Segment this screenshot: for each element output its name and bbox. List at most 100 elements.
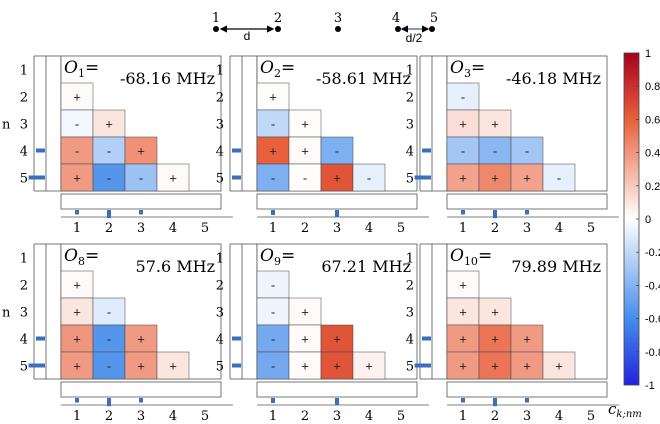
matrix-cell	[352, 163, 386, 192]
site-label-1: 1	[212, 11, 220, 26]
row-axis-label: n	[2, 306, 11, 321]
cell-sign: -	[107, 144, 111, 159]
col-tick-label: 5	[587, 221, 595, 236]
col-weight-bar	[335, 398, 339, 405]
cell-sign: -	[75, 117, 79, 132]
panel-6: 1 2 3 4 5 + + + + + + + + + + O10= 79.89 MHz 1 2 3 4 5 m	[406, 243, 619, 424]
col-tick-label: 2	[491, 221, 499, 236]
row-tick-label: 1	[216, 252, 224, 267]
row-tick-label: 4	[406, 333, 414, 348]
col-tick-label: 3	[523, 221, 531, 236]
col-weight-bar	[271, 398, 275, 403]
matrix-cell	[92, 351, 126, 380]
matrix-cell	[156, 351, 190, 380]
cell-sign: +	[269, 144, 277, 159]
matrix-cell	[156, 163, 190, 192]
cell-sign: +	[459, 359, 467, 374]
col-weight-bar	[493, 210, 497, 219]
col-tick-label: 2	[301, 409, 309, 424]
col-tick-label: 3	[137, 221, 145, 236]
row-tick-label: 2	[20, 91, 28, 106]
panel-title: O9=	[260, 246, 295, 268]
col-axis-label: m	[521, 420, 533, 424]
matrix-cell	[124, 324, 158, 353]
row-tick-label: 3	[20, 118, 28, 133]
row-weight-bar	[422, 148, 431, 153]
colorbar-tick-label: 1	[645, 48, 651, 60]
row-weight-strip	[431, 55, 448, 192]
panel-title: O1=	[64, 58, 99, 80]
matrix-cell	[256, 351, 290, 380]
cell-sign: -	[335, 144, 339, 159]
row-tick-label: 4	[406, 145, 414, 160]
col-weight-strip	[446, 381, 608, 398]
row-tick-label: 2	[406, 91, 414, 106]
col-tick-label: 3	[333, 221, 341, 236]
row-weight-bar	[232, 336, 241, 341]
cell-sign: +	[523, 359, 531, 374]
matrix-cell	[288, 136, 322, 165]
row-weight-strip	[431, 243, 448, 380]
row-tick-label: 1	[406, 252, 414, 267]
row-axis-label: n	[2, 118, 11, 133]
matrix-cell	[288, 163, 322, 192]
cell-sign: +	[73, 332, 81, 347]
col-tick-label: 3	[523, 409, 531, 424]
matrix-cell	[510, 351, 544, 380]
row-tick-label: 5	[216, 360, 224, 375]
colorbar: 1 0.8 0.6 0.4 0.2 0 -0.2 -0.4 -0.6 -0.8 -1ck;nm	[608, 48, 660, 420]
col-tick-label: 4	[169, 221, 177, 236]
row-tick-label: 5	[20, 360, 28, 375]
colorbar-tick-label: -1	[645, 380, 655, 392]
site-dot-1	[213, 26, 219, 32]
row-weight-bar	[36, 148, 45, 153]
row-tick-label: 3	[20, 306, 28, 321]
cell-sign: +	[459, 332, 467, 347]
panels-group: 1 2 3 4 5 n + - + - - + + - - + O1= -68.16 MHz 1 2 3 4 5 1 2 3 4 5 +…	[2, 55, 619, 424]
matrix-cell	[478, 163, 512, 192]
cell-sign: -	[493, 144, 497, 159]
panel-3: 1 2 3 4 5 - + + - - - + + + - O3= -46.18 MHz 1 2 3 4 5	[406, 55, 619, 236]
row-weight-strip	[45, 243, 62, 380]
col-tick-label: 2	[301, 221, 309, 236]
row-tick-label: 3	[216, 118, 224, 133]
cell-sign: +	[301, 305, 309, 320]
cell-sign: -	[557, 171, 561, 186]
row-tick-label: 2	[216, 279, 224, 294]
cell-sign: -	[461, 144, 465, 159]
row-tick-label: 1	[20, 252, 28, 267]
panel-value: -68.16 MHz	[120, 69, 215, 88]
site-dot-3	[335, 26, 341, 32]
matrix-cell	[510, 324, 544, 353]
spacing-label-d2: d/2	[406, 31, 423, 45]
row-weight-bar	[232, 363, 241, 368]
col-tick-label: 2	[105, 221, 113, 236]
col-weight-bar	[461, 398, 465, 403]
row-tick-label: 4	[20, 333, 28, 348]
cell-sign: -	[303, 171, 307, 186]
cell-sign: +	[137, 144, 145, 159]
cell-sign: +	[269, 90, 277, 105]
col-weight-strip	[446, 193, 608, 210]
cell-sign: -	[271, 278, 275, 293]
cell-sign: +	[459, 171, 467, 186]
row-weight-bar	[28, 175, 45, 180]
matrix-cell	[288, 324, 322, 353]
panel-value: -46.18 MHz	[506, 69, 601, 88]
col-tick-label: 2	[105, 409, 113, 424]
cell-sign: -	[271, 171, 275, 186]
cell-sign: +	[137, 332, 145, 347]
matrix-cell	[446, 297, 480, 326]
cell-sign: +	[459, 305, 467, 320]
cell-sign: +	[73, 359, 81, 374]
cell-sign: -	[107, 332, 111, 347]
col-tick-label: 5	[397, 221, 405, 236]
col-tick-label: 4	[365, 409, 373, 424]
row-weight-bar	[414, 175, 431, 180]
col-tick-label: 4	[365, 221, 373, 236]
colorbar-tick-label: 0.4	[645, 148, 660, 160]
spacing-label-d: d	[244, 29, 251, 43]
row-tick-label: 2	[20, 279, 28, 294]
col-weight-bar	[139, 398, 143, 403]
